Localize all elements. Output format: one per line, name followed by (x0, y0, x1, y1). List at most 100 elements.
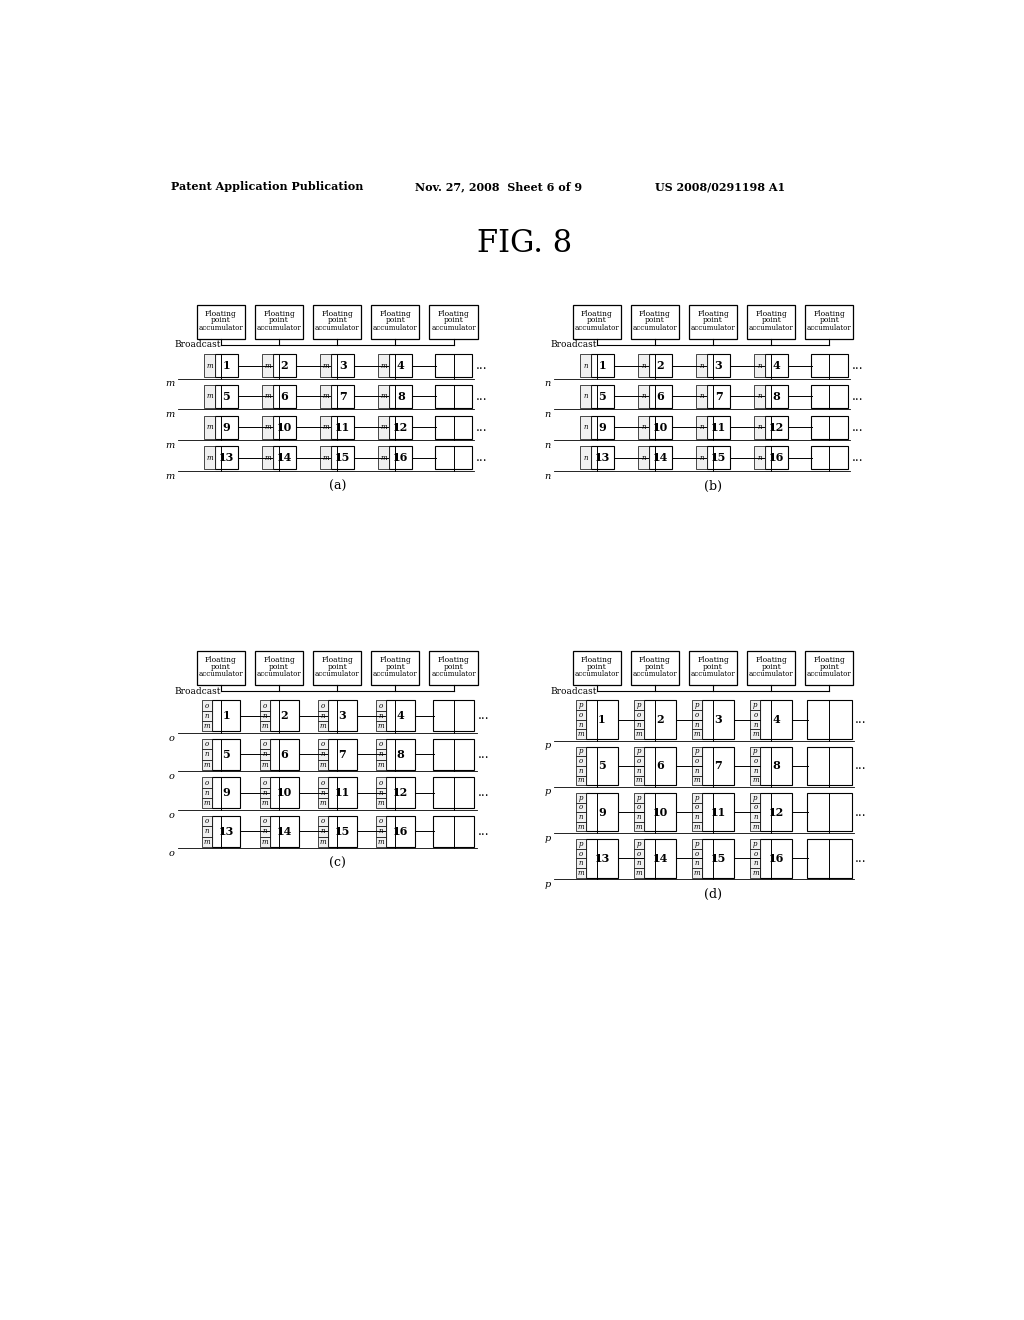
Text: p: p (544, 880, 550, 888)
Text: o: o (579, 711, 583, 719)
Text: m: m (752, 776, 759, 784)
Text: n: n (579, 721, 584, 729)
Bar (429, 651, 477, 685)
Bar (805, 651, 853, 685)
Bar (260, 788, 270, 799)
Bar (751, 793, 761, 803)
Text: 2: 2 (281, 360, 289, 371)
Bar (270, 816, 299, 847)
Text: m: m (323, 392, 329, 400)
Bar (432, 739, 474, 770)
Text: 5: 5 (598, 391, 606, 401)
Bar (575, 803, 586, 812)
Bar (378, 385, 389, 408)
Text: o: o (754, 711, 758, 719)
Bar (692, 747, 702, 756)
Text: n: n (641, 362, 645, 370)
Text: p: p (695, 701, 699, 709)
Text: m: m (636, 730, 642, 738)
Text: Floating: Floating (639, 310, 671, 318)
Bar (807, 747, 852, 785)
Bar (321, 446, 331, 470)
Text: m: m (165, 471, 174, 480)
Bar (807, 701, 852, 739)
Text: m: m (319, 760, 327, 768)
Text: point: point (762, 663, 781, 671)
Text: accumulator: accumulator (431, 323, 476, 331)
Bar (321, 416, 331, 438)
Text: Floating: Floating (813, 310, 846, 318)
Bar (751, 840, 761, 849)
Text: 8: 8 (397, 391, 404, 401)
Text: m: m (204, 722, 210, 730)
Text: 14: 14 (276, 826, 292, 837)
Text: n: n (579, 859, 584, 867)
Text: p: p (637, 747, 641, 755)
Text: n: n (544, 379, 550, 388)
Text: m: m (752, 869, 759, 876)
Text: 11: 11 (335, 787, 350, 799)
Text: 12: 12 (393, 421, 409, 433)
Text: 5: 5 (222, 748, 230, 760)
Text: accumulator: accumulator (314, 671, 359, 678)
Text: o: o (695, 804, 699, 812)
Text: accumulator: accumulator (574, 671, 620, 678)
Text: o: o (263, 702, 267, 710)
Text: Floating: Floating (581, 656, 612, 664)
Bar (273, 385, 296, 408)
Bar (215, 385, 238, 408)
Text: 13: 13 (595, 453, 610, 463)
Text: Nov. 27, 2008  Sheet 6 of 9: Nov. 27, 2008 Sheet 6 of 9 (415, 181, 582, 193)
Text: m: m (694, 869, 700, 876)
Text: o: o (321, 741, 325, 748)
Text: point: point (645, 663, 665, 671)
Bar (204, 416, 215, 438)
Bar (644, 747, 676, 785)
Text: accumulator: accumulator (633, 671, 677, 678)
Text: Floating: Floating (380, 656, 412, 664)
Bar (765, 446, 788, 470)
Text: ...: ... (852, 421, 863, 434)
Bar (751, 701, 761, 710)
Bar (634, 766, 644, 776)
Text: 1: 1 (598, 360, 606, 371)
Text: m: m (165, 379, 174, 388)
Text: o: o (379, 817, 383, 825)
Bar (273, 354, 296, 378)
Bar (313, 651, 361, 685)
Bar (755, 354, 765, 378)
Bar (755, 385, 765, 408)
Bar (634, 822, 644, 832)
Bar (692, 849, 702, 858)
Bar (202, 739, 212, 750)
Text: m: m (752, 730, 759, 738)
Bar (270, 777, 299, 808)
Text: p: p (695, 793, 699, 801)
Bar (702, 747, 734, 785)
Text: p: p (753, 701, 758, 709)
Text: n: n (583, 362, 588, 370)
Bar (634, 840, 644, 849)
Bar (202, 799, 212, 808)
Text: n: n (205, 750, 209, 759)
Bar (432, 777, 474, 808)
Text: n: n (205, 789, 209, 797)
Text: 5: 5 (222, 391, 230, 401)
Text: m: m (206, 454, 213, 462)
Bar (751, 719, 761, 730)
Text: 3: 3 (339, 360, 346, 371)
Bar (317, 837, 328, 847)
Bar (317, 750, 328, 759)
Text: Floating: Floating (697, 310, 729, 318)
Text: o: o (321, 817, 325, 825)
Text: accumulator: accumulator (373, 671, 418, 678)
Bar (389, 416, 413, 438)
Bar (755, 416, 765, 438)
Text: m: m (578, 776, 585, 784)
Text: accumulator: accumulator (257, 671, 301, 678)
Text: o: o (695, 758, 699, 766)
Text: point: point (703, 315, 723, 325)
Text: US 2008/0291198 A1: US 2008/0291198 A1 (655, 181, 785, 193)
Bar (631, 651, 679, 685)
Bar (202, 710, 212, 721)
